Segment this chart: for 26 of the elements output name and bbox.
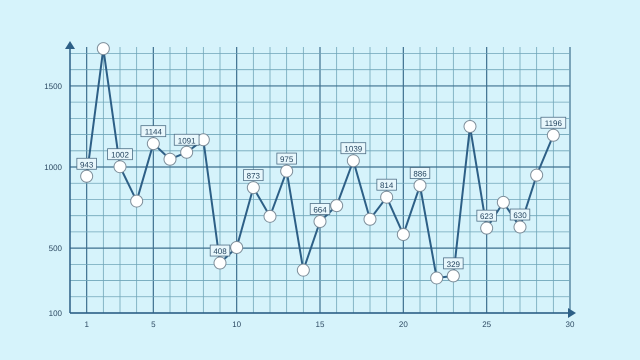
x-tick-label: 20 — [398, 320, 408, 329]
data-label: 943 — [80, 160, 94, 170]
x-tick-label: 30 — [566, 320, 575, 329]
y-tick-label: 500 — [48, 244, 63, 254]
y-tick-label: 1500 — [44, 82, 63, 91]
x-tick-label: 5 — [151, 320, 156, 329]
data-label: 329 — [446, 260, 461, 269]
data-label: 408 — [213, 247, 228, 256]
x-tick-label: 15 — [316, 320, 325, 329]
data-label: 886 — [413, 170, 428, 179]
x-tick-label: 1 — [84, 320, 90, 329]
data-label: 1196 — [544, 119, 562, 128]
data-label: 873 — [246, 172, 261, 181]
data-label: 630 — [513, 211, 528, 220]
data-label: 623 — [480, 212, 494, 222]
data-label: 1002 — [111, 150, 130, 160]
x-tick-label: 10 — [232, 320, 242, 329]
data-label: 814 — [380, 181, 394, 190]
data-label: 975 — [280, 155, 294, 164]
y-tick-label: 100 — [48, 309, 63, 318]
data-label: 1039 — [344, 144, 363, 154]
x-tick-label: 25 — [482, 320, 492, 329]
y-tick-label: 1000 — [44, 163, 63, 172]
data-label: 664 — [313, 206, 328, 215]
data-label: 1091 — [178, 136, 196, 146]
data-label: 1144 — [144, 128, 162, 137]
